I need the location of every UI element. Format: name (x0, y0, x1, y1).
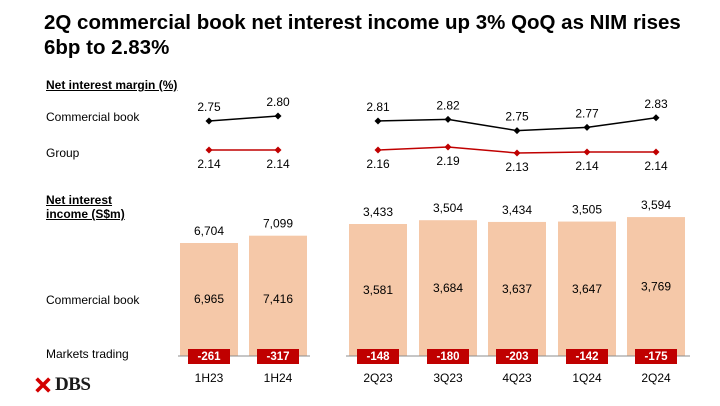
dbs-logo-icon (35, 377, 51, 393)
nim-group-value-2q24: 2.14 (644, 159, 668, 173)
nim-commercial-marker-1h23 (205, 117, 213, 125)
nii-commercial-label: Commercial book (46, 293, 140, 307)
category-label-1h24: 1H24 (264, 371, 293, 385)
nim-group-marker-4q23 (513, 149, 521, 157)
commercial-book-value-4q23: 3,637 (502, 282, 532, 296)
dbs-logo-text: DBS (55, 374, 91, 395)
commercial-book-bar-2q24 (627, 217, 685, 356)
nim-commercial-value-1h23: 2.75 (197, 100, 221, 114)
nim-commercial-value-3q23: 2.82 (436, 98, 460, 112)
category-label-3q23: 3Q23 (433, 371, 463, 385)
nim-group-value-2q23: 2.16 (366, 157, 390, 171)
total-nii-value-1q24: 3,505 (572, 203, 602, 217)
nim-group-marker-3q23 (444, 143, 452, 151)
nim-group-label: Group (46, 146, 80, 160)
category-label-1q24: 1Q24 (572, 371, 602, 385)
commercial-book-value-1q24: 3,647 (572, 282, 602, 296)
markets-trading-box-2q24 (635, 349, 677, 364)
commercial-book-value-2q23: 3,581 (363, 283, 393, 297)
nim-commercial-marker-1h24 (274, 112, 282, 120)
nim-commercial-marker-1q24 (583, 123, 591, 131)
nim-commercial-marker-3q23 (444, 115, 452, 123)
commercial-book-bar-1h24 (249, 235, 307, 356)
total-nii-value-2q24: 3,594 (641, 198, 671, 212)
markets-trading-box-2q23 (357, 349, 399, 364)
category-label-2q24: 2Q24 (641, 371, 671, 385)
nim-group-marker-1h24 (274, 146, 282, 154)
nim-commercial-marker-2q23 (374, 117, 382, 125)
markets-trading-value-2q24: -175 (644, 351, 668, 363)
commercial-book-value-1h24: 7,416 (263, 292, 293, 306)
markets-trading-value-2q23: -148 (366, 351, 390, 363)
nim-group-marker-1h23 (205, 146, 213, 154)
nii-section-label-line2: income (S$m) (46, 207, 125, 221)
nim-group-value-4q23: 2.13 (505, 160, 529, 174)
nim-group-value-3q23: 2.19 (436, 154, 460, 168)
nim-commercial-marker-2q24 (652, 114, 660, 122)
markets-trading-value-1h23: -261 (197, 351, 221, 363)
commercial-book-bar-2q23 (349, 224, 407, 356)
commercial-book-bar-3q23 (419, 220, 477, 356)
category-label-4q23: 4Q23 (502, 371, 532, 385)
markets-trading-value-1q24: -142 (575, 351, 598, 363)
nim-commercial-value-4q23: 2.75 (505, 110, 529, 124)
category-label-2q23: 2Q23 (363, 371, 393, 385)
nim-commercial-value-2q24: 2.83 (644, 97, 668, 111)
markets-trading-box-1q24 (566, 349, 608, 364)
markets-trading-value-1h24: -317 (266, 351, 289, 363)
commercial-book-value-3q23: 3,684 (433, 281, 463, 295)
nim-commercial-value-1q24: 2.77 (575, 106, 599, 120)
nim-commercial-marker-4q23 (513, 127, 521, 135)
nim-group-marker-2q24 (652, 148, 660, 156)
nim-commercial-line-half-year (208, 115, 279, 122)
markets-trading-box-1h23 (188, 349, 230, 364)
markets-trading-value-4q23: -203 (505, 351, 528, 363)
category-label-1h23: 1H23 (195, 371, 224, 385)
markets-trading-box-4q23 (496, 349, 538, 364)
total-nii-value-3q23: 3,504 (433, 201, 463, 215)
markets-trading-box-3q23 (427, 349, 469, 364)
total-nii-value-1h23: 6,704 (194, 224, 224, 238)
commercial-book-value-1h23: 6,965 (194, 292, 224, 306)
commercial-book-bar-4q23 (488, 221, 546, 356)
nim-group-marker-2q23 (374, 146, 382, 154)
nim-group-value-1h24: 2.14 (266, 157, 290, 171)
nim-group-marker-1q24 (583, 148, 591, 156)
commercial-book-value-2q24: 3,769 (641, 280, 671, 294)
page-title: 2Q commercial book net interest income u… (44, 11, 681, 59)
markets-trading-value-3q23: -180 (436, 351, 459, 363)
total-nii-value-1h24: 7,099 (263, 217, 293, 231)
commercial-book-bar-1q24 (558, 221, 616, 356)
total-nii-value-2q23: 3,433 (363, 205, 393, 219)
commercial-book-bar-1h23 (180, 243, 238, 356)
dbs-logo: DBS (34, 374, 91, 396)
nim-section-label: Net interest margin (%) (46, 78, 178, 92)
nim-commercial-value-2q23: 2.81 (366, 100, 390, 114)
nim-commercial-value-1h24: 2.80 (266, 95, 290, 109)
nim-commercial-label: Commercial book (46, 110, 140, 124)
nim-group-value-1h23: 2.14 (197, 157, 221, 171)
total-nii-value-4q23: 3,434 (502, 203, 532, 217)
nii-markets-label: Markets trading (46, 347, 129, 361)
markets-trading-box-1h24 (257, 349, 299, 364)
nii-section-label-line1: Net interest (46, 193, 113, 207)
nim-group-value-1q24: 2.14 (575, 159, 599, 173)
